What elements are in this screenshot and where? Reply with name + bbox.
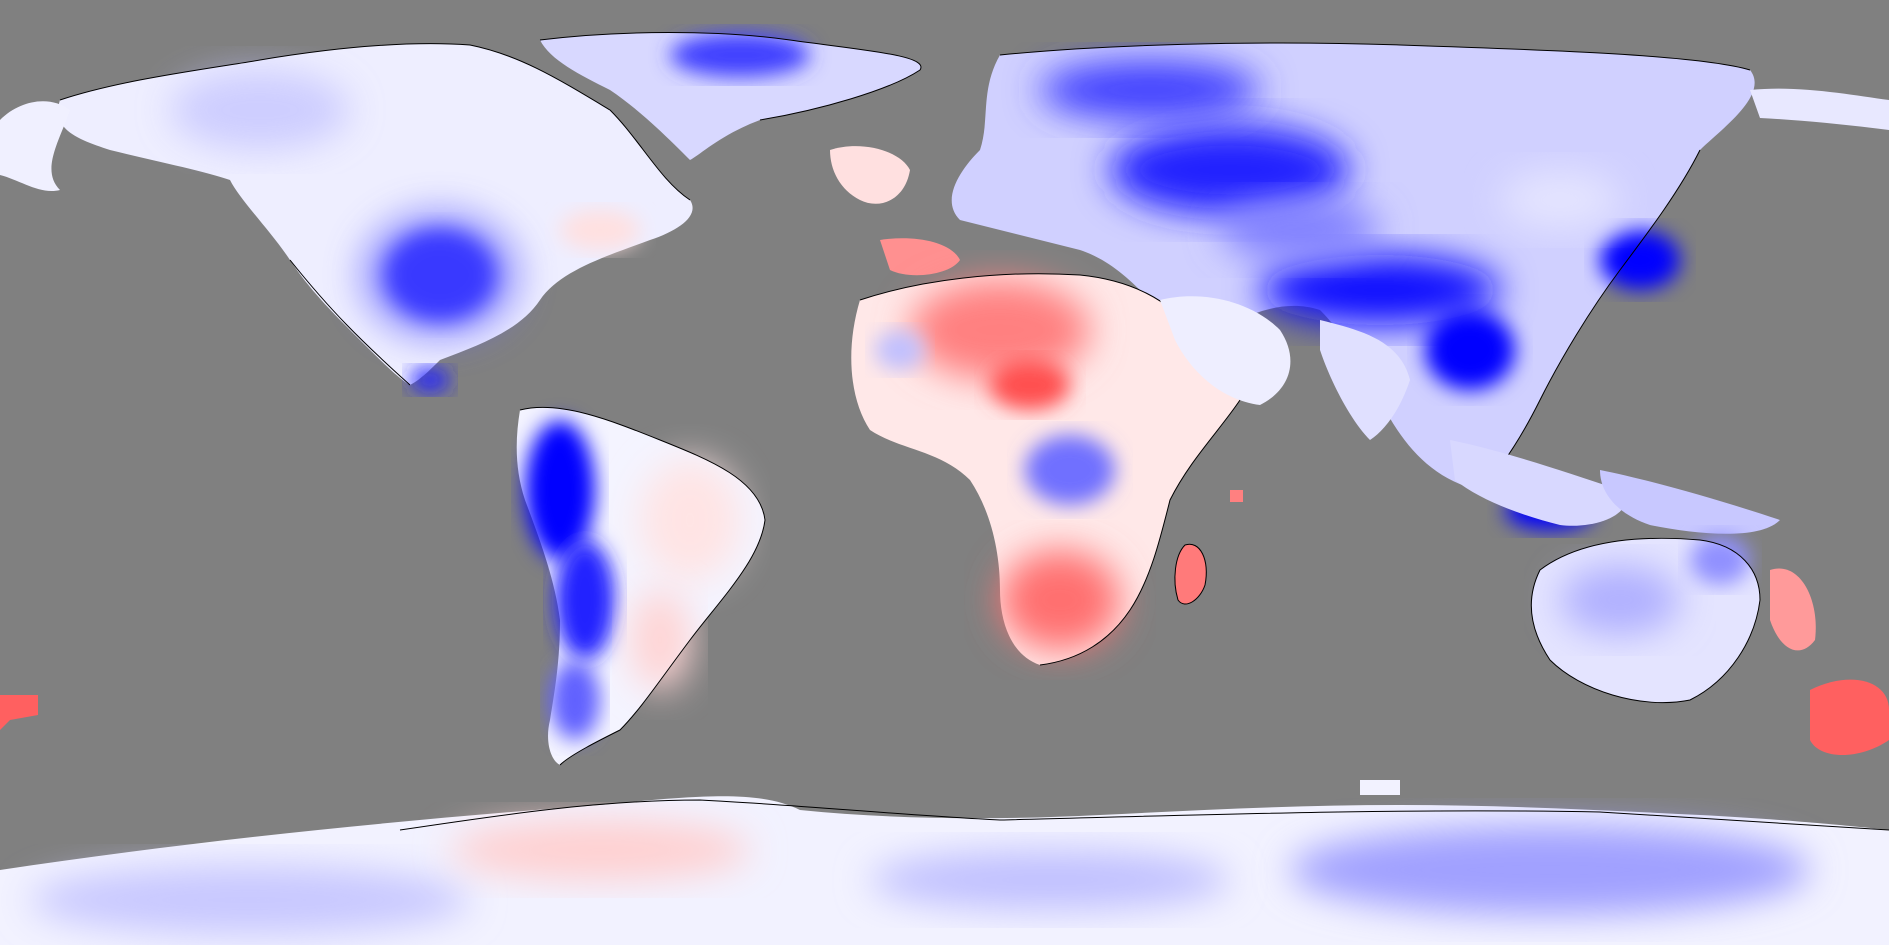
tasman-region: [1770, 568, 1816, 651]
antarctic-islet: [1360, 780, 1400, 795]
south-america-region: [516, 406, 766, 766]
alaska-region: [0, 101, 70, 192]
north-america-region: [58, 43, 693, 392]
east-siberia-region: [1750, 88, 1889, 130]
australia-region: [1530, 535, 1761, 704]
arabia-region: [1160, 296, 1291, 405]
iberia-region: [880, 238, 960, 276]
madagascar-region: [1174, 543, 1207, 605]
southeast-asia-region: [1450, 440, 1626, 526]
south-pacific-patch: [0, 695, 38, 730]
british-isles-region: [830, 146, 910, 204]
india-region: [1320, 320, 1410, 440]
antarctica-region: [0, 796, 1889, 945]
new-zealand-region: [1810, 679, 1889, 755]
mascarene-patch: [1230, 490, 1243, 502]
africa-region: [851, 273, 1241, 666]
indonesia-region: [1600, 470, 1780, 534]
eurasia-region: [951, 42, 1755, 530]
greenland-region: [539, 32, 922, 160]
